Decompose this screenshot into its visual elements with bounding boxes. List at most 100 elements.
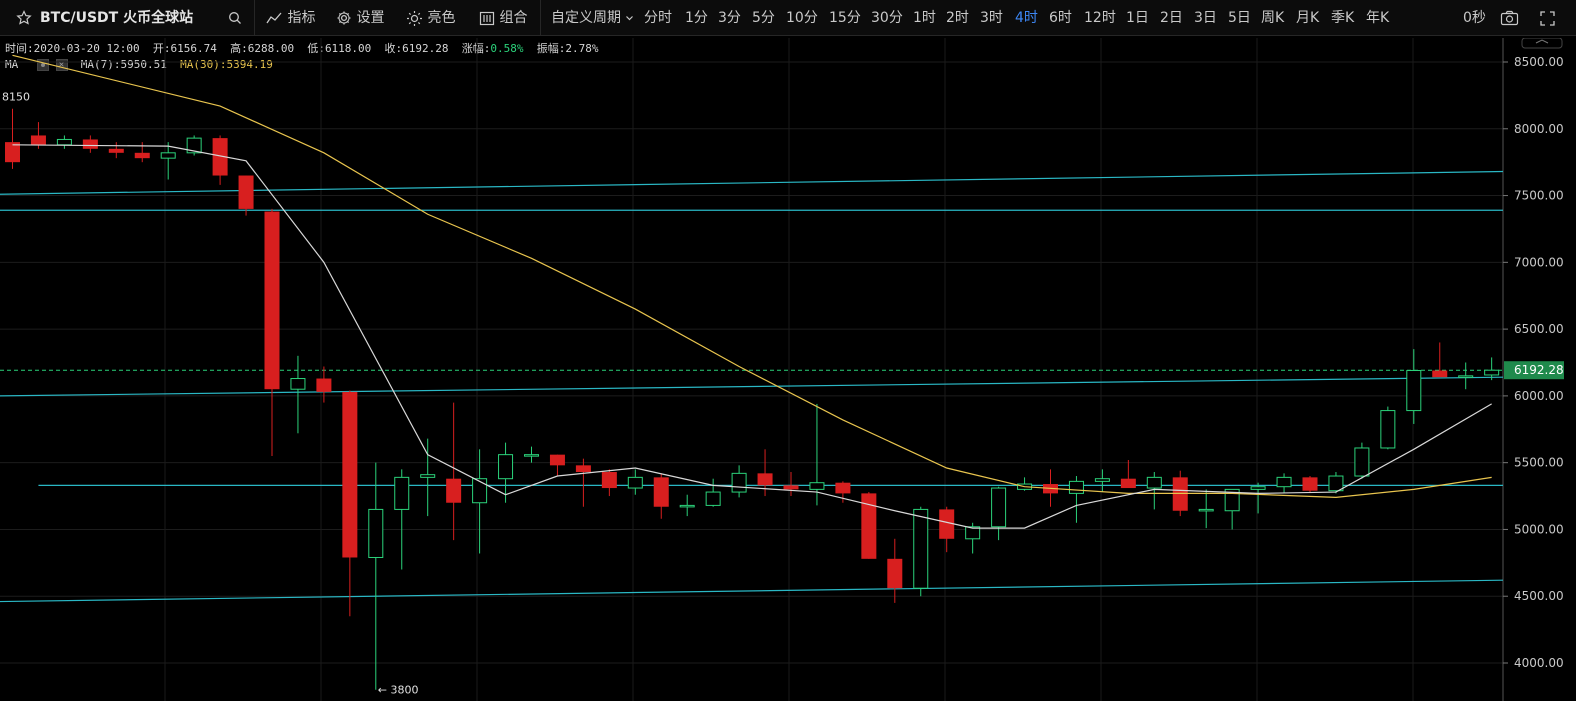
period-tab-18[interactable]: 月K	[1296, 10, 1320, 26]
candle-body-down[interactable]	[601, 472, 617, 489]
indicator-label: 指标	[287, 10, 316, 26]
candle-body-up[interactable]	[705, 491, 721, 506]
period-tab-13[interactable]: 1日	[1126, 10, 1149, 26]
candle-body-up[interactable]	[1380, 410, 1396, 449]
candle-body-down[interactable]	[108, 148, 124, 153]
period-tab-9[interactable]: 3时	[980, 10, 1003, 26]
period-tab-2[interactable]: 3分	[718, 10, 741, 26]
candle-body-down[interactable]	[134, 152, 150, 159]
candle-body-up[interactable]	[472, 478, 488, 504]
candle-body-up[interactable]	[498, 454, 514, 480]
period-tab-12[interactable]: 12时	[1084, 10, 1116, 26]
candle-body-up[interactable]	[1250, 486, 1266, 490]
candle-body-up[interactable]	[368, 508, 384, 558]
candle-body-down[interactable]	[887, 558, 903, 589]
candle-body-down[interactable]	[653, 477, 669, 507]
candle-body-down[interactable]	[5, 142, 20, 163]
candle-body-up[interactable]	[1458, 375, 1474, 378]
period-tab-7[interactable]: 1时	[913, 10, 936, 26]
period-tab-3[interactable]: 5分	[752, 10, 775, 26]
period-tab-6[interactable]: 30分	[871, 10, 903, 26]
candle-body-down[interactable]	[446, 478, 462, 503]
candle-body-up[interactable]	[991, 487, 1007, 528]
period-tab-11[interactable]: 6时	[1049, 10, 1072, 26]
candle-body-up[interactable]	[913, 508, 929, 589]
candle-body-down[interactable]	[264, 211, 280, 390]
candle-body-up[interactable]	[627, 476, 643, 489]
layout-button[interactable]: 组合	[479, 0, 527, 36]
candle-body-up[interactable]	[1224, 488, 1240, 512]
period-tab-15[interactable]: 3日	[1194, 10, 1217, 26]
candle-body-up[interactable]	[186, 137, 202, 154]
y-tick-label: 5000.00	[1514, 522, 1564, 536]
candle-body-up[interactable]	[160, 152, 176, 159]
candle-body-up[interactable]	[1328, 475, 1344, 492]
candle-body-down[interactable]	[1172, 477, 1188, 511]
y-tick-label: 6000.00	[1514, 389, 1564, 403]
period-tab-4[interactable]: 10分	[786, 10, 818, 26]
custom-period-label: 自定义周期	[551, 10, 621, 26]
candle-body-down[interactable]	[238, 175, 254, 209]
period-tab-20[interactable]: 年K	[1366, 10, 1390, 26]
candle-body-down[interactable]	[549, 454, 565, 466]
period-tab-5[interactable]: 15分	[829, 10, 861, 26]
symbol-title[interactable]: BTC/USDT 火币全球站	[40, 10, 194, 26]
camera-icon[interactable]	[1500, 0, 1519, 36]
axis-toggle-button[interactable]	[1521, 38, 1563, 49]
y-tick-label: 7500.00	[1514, 189, 1564, 203]
custom-period-dropdown[interactable]: 自定义周期	[551, 0, 634, 36]
light-theme-button[interactable]: 亮色	[406, 0, 455, 36]
candle-body-down[interactable]	[835, 482, 851, 494]
candle-body-up[interactable]	[965, 526, 981, 540]
candle-body-up[interactable]	[290, 378, 306, 390]
candle-body-up[interactable]	[1094, 478, 1110, 482]
candle-body-up[interactable]	[1198, 508, 1214, 512]
candle-body-up[interactable]	[524, 454, 539, 457]
candle-body-up[interactable]	[1068, 480, 1084, 494]
period-tab-19[interactable]: 季K	[1331, 10, 1355, 26]
y-tick-label: 5500.00	[1514, 456, 1564, 470]
candle-body-down[interactable]	[316, 378, 332, 392]
period-tab-10[interactable]: 4时	[1015, 10, 1038, 26]
indicator-button[interactable]: 指标	[266, 0, 315, 36]
candle-body-up[interactable]	[56, 138, 72, 146]
period-tab-16[interactable]: 5日	[1228, 10, 1251, 26]
candle-body-down[interactable]	[1120, 478, 1136, 489]
info-change: 0.58%	[490, 42, 524, 55]
candle-body-down[interactable]	[30, 135, 46, 145]
candlestick-chart[interactable]: 8500.00 8000.00 7500.00 7000.00 6500.00 6000.…	[0, 38, 1576, 701]
chevron-down-icon	[626, 16, 634, 21]
star-icon[interactable]	[16, 0, 32, 36]
period-tab-8[interactable]: 2时	[946, 10, 969, 26]
search-icon[interactable]	[228, 0, 242, 36]
trendline[interactable]	[0, 376, 1504, 397]
candle-body-down[interactable]	[861, 493, 877, 559]
candle-body-up[interactable]	[394, 476, 410, 510]
candle-body-down[interactable]	[1432, 370, 1448, 378]
fullscreen-icon[interactable]	[1540, 0, 1555, 36]
candle-body-down[interactable]	[783, 485, 799, 490]
candle-body-down[interactable]	[342, 391, 358, 558]
candle-body-up[interactable]	[1406, 370, 1422, 412]
period-tab-14[interactable]: 2日	[1160, 10, 1183, 26]
candle-body-down[interactable]	[575, 465, 591, 473]
candle-body-down[interactable]	[757, 473, 773, 486]
candle-body-up[interactable]	[1484, 369, 1500, 376]
candle-body-up[interactable]	[1146, 476, 1162, 489]
candle-body-down[interactable]	[212, 138, 228, 176]
candle-body-up[interactable]	[809, 482, 825, 490]
settings-button[interactable]: 设置	[336, 0, 384, 36]
candle-body-up[interactable]	[1276, 476, 1292, 488]
ma30-line	[12, 54, 1492, 498]
candle-body-up[interactable]	[420, 474, 436, 478]
trendline[interactable]	[0, 579, 1504, 603]
candle-body-up[interactable]	[679, 504, 695, 508]
candle-body-up[interactable]	[731, 472, 747, 493]
period-tab-0[interactable]: 分时	[644, 10, 672, 26]
candle-body-up[interactable]	[1354, 447, 1370, 477]
period-tab-1[interactable]: 1分	[685, 10, 708, 26]
period-tab-17[interactable]: 周K	[1261, 10, 1285, 26]
candle-body-down[interactable]	[939, 509, 955, 539]
candle-body-down[interactable]	[82, 139, 98, 149]
candle-body-down[interactable]	[1302, 477, 1318, 491]
